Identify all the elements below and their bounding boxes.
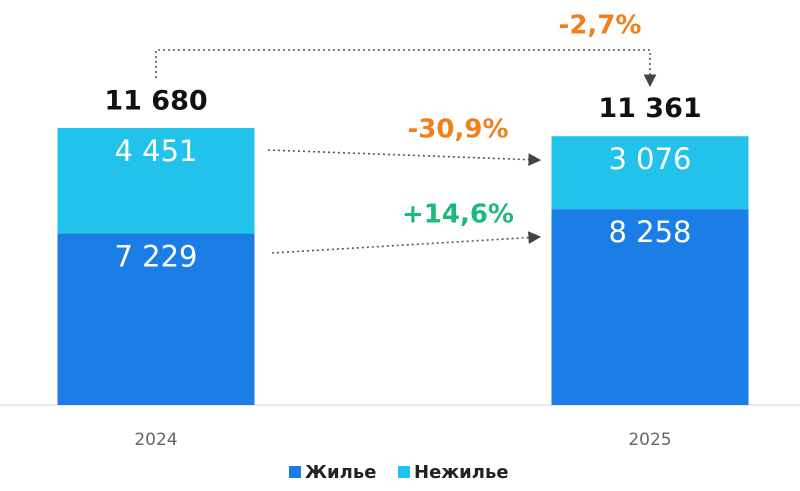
legend-label: Жилье [305,462,376,483]
annotation: +14,6% [402,200,514,230]
bar-segment [57,128,255,234]
legend-swatch [398,466,410,478]
total-label: 11 361 [598,93,701,124]
bar-segment [57,233,255,405]
change-arrow [271,231,542,254]
legend-swatch [289,466,301,478]
x-tick-label: 2025 [628,430,671,450]
legend-label: Нежилье [414,462,509,483]
bar-segment [551,136,749,210]
total-label: 11 680 [104,86,207,117]
value-label: 7 229 [114,240,197,274]
annotation: -2,7% [559,11,642,41]
value-label: 8 258 [608,215,691,249]
value-label: 4 451 [114,134,197,168]
value-label: 3 076 [608,142,691,176]
change-arrow [267,149,542,167]
total-change-bracket [155,49,657,88]
x-tick-label: 2024 [134,430,177,450]
bar-segment [551,209,749,405]
annotation: -30,9% [408,115,509,145]
